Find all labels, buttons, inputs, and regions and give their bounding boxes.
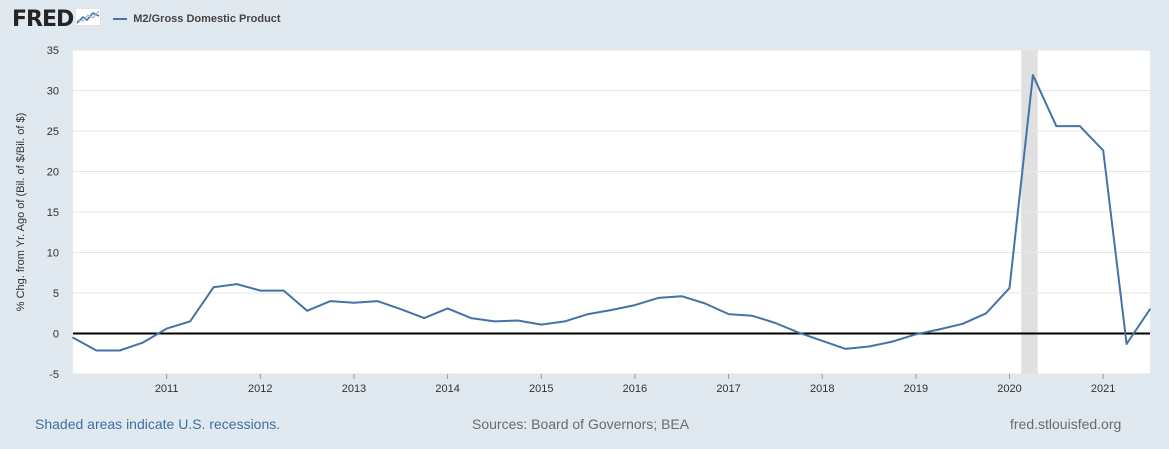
data-point <box>119 349 121 352</box>
y-tick-label: 20 <box>47 167 59 179</box>
data-point <box>165 327 168 330</box>
data-point <box>563 320 566 323</box>
data-point <box>189 320 191 323</box>
data-point <box>891 340 894 343</box>
data-point <box>774 322 777 324</box>
data-point <box>470 317 472 319</box>
data-point <box>1125 343 1128 345</box>
data-point <box>95 349 98 352</box>
data-point <box>587 313 589 315</box>
logo-text: FRED <box>12 6 74 32</box>
data-point <box>1008 287 1011 289</box>
data-point <box>727 313 730 315</box>
data-point <box>517 319 519 322</box>
data-point <box>493 320 496 323</box>
data-point <box>236 283 238 285</box>
y-tick-label: 5 <box>53 288 59 300</box>
y-tick-label: 15 <box>47 207 59 219</box>
data-point <box>1102 149 1104 152</box>
data-point <box>938 328 941 331</box>
data-point <box>1032 74 1034 76</box>
x-tick-label: 2011 <box>155 383 179 395</box>
y-tick-label: 0 <box>53 329 59 341</box>
data-point <box>329 300 332 302</box>
x-tick-label: 2018 <box>810 383 834 395</box>
sources-text: Sources: Board of Governors; BEA <box>472 416 690 432</box>
data-point <box>680 295 683 298</box>
chart-header: FRED M2/Gross Domestic Product <box>12 6 281 32</box>
y-tick-label: 10 <box>47 248 59 260</box>
data-point <box>282 289 285 292</box>
data-point <box>1055 125 1058 127</box>
y-tick-label: 30 <box>47 86 59 98</box>
y-tick-label: 35 <box>47 45 59 57</box>
data-point <box>72 336 74 339</box>
x-tick-label: 2015 <box>529 383 553 395</box>
y-tick-label: 25 <box>47 126 59 138</box>
data-point <box>376 300 379 302</box>
x-tick-label: 2014 <box>435 383 459 395</box>
data-point <box>423 317 425 319</box>
data-point <box>868 345 870 348</box>
x-tick-label: 2016 <box>623 383 647 395</box>
recession-note[interactable]: Shaded areas indicate U.S. recessions. <box>35 416 281 432</box>
data-point <box>961 322 964 325</box>
y-tick-label: -5 <box>49 369 59 381</box>
x-axis: 2011 2012 2013 2014 2015 2016 2017 2018 2019 2020… <box>155 374 1115 395</box>
data-point <box>751 314 753 317</box>
x-tick-label: 2021 <box>1091 383 1115 395</box>
x-tick-label: 2012 <box>248 383 272 395</box>
x-tick-label: 2019 <box>904 383 928 395</box>
x-tick-label: 2017 <box>716 383 740 395</box>
data-point <box>915 333 917 336</box>
data-point <box>844 348 847 350</box>
data-point <box>798 331 800 334</box>
series-layer[interactable] <box>72 74 1151 352</box>
data-point <box>306 310 308 312</box>
legend-label[interactable]: M2/Gross Domestic Product <box>133 13 281 25</box>
data-point <box>704 302 706 305</box>
site-link[interactable]: fred.stlouisfed.org <box>1010 416 1122 432</box>
x-tick-label: 2020 <box>997 383 1021 395</box>
data-point <box>259 289 262 292</box>
data-point <box>446 307 449 310</box>
grid-layer <box>73 49 1150 375</box>
data-point <box>212 286 215 289</box>
data-point <box>399 308 402 311</box>
x-tick-label: 2013 <box>342 383 366 395</box>
legend: M2/Gross Domestic Product <box>113 13 281 25</box>
data-point <box>1149 308 1151 311</box>
data-point <box>1078 125 1081 127</box>
legend-swatch <box>113 18 128 20</box>
y-axis: -5 0 5 10 15 20 25 30 35 <box>47 45 59 381</box>
data-point <box>985 312 987 315</box>
data-point <box>610 309 613 311</box>
data-point <box>657 297 660 299</box>
y-axis-label: % Chg. from Yr. Ago of (Bil. of $/Bil. o… <box>15 113 27 312</box>
data-point <box>821 339 824 342</box>
data-point <box>540 323 543 326</box>
data-point <box>353 301 355 304</box>
data-point <box>634 304 636 306</box>
data-point <box>142 341 145 344</box>
